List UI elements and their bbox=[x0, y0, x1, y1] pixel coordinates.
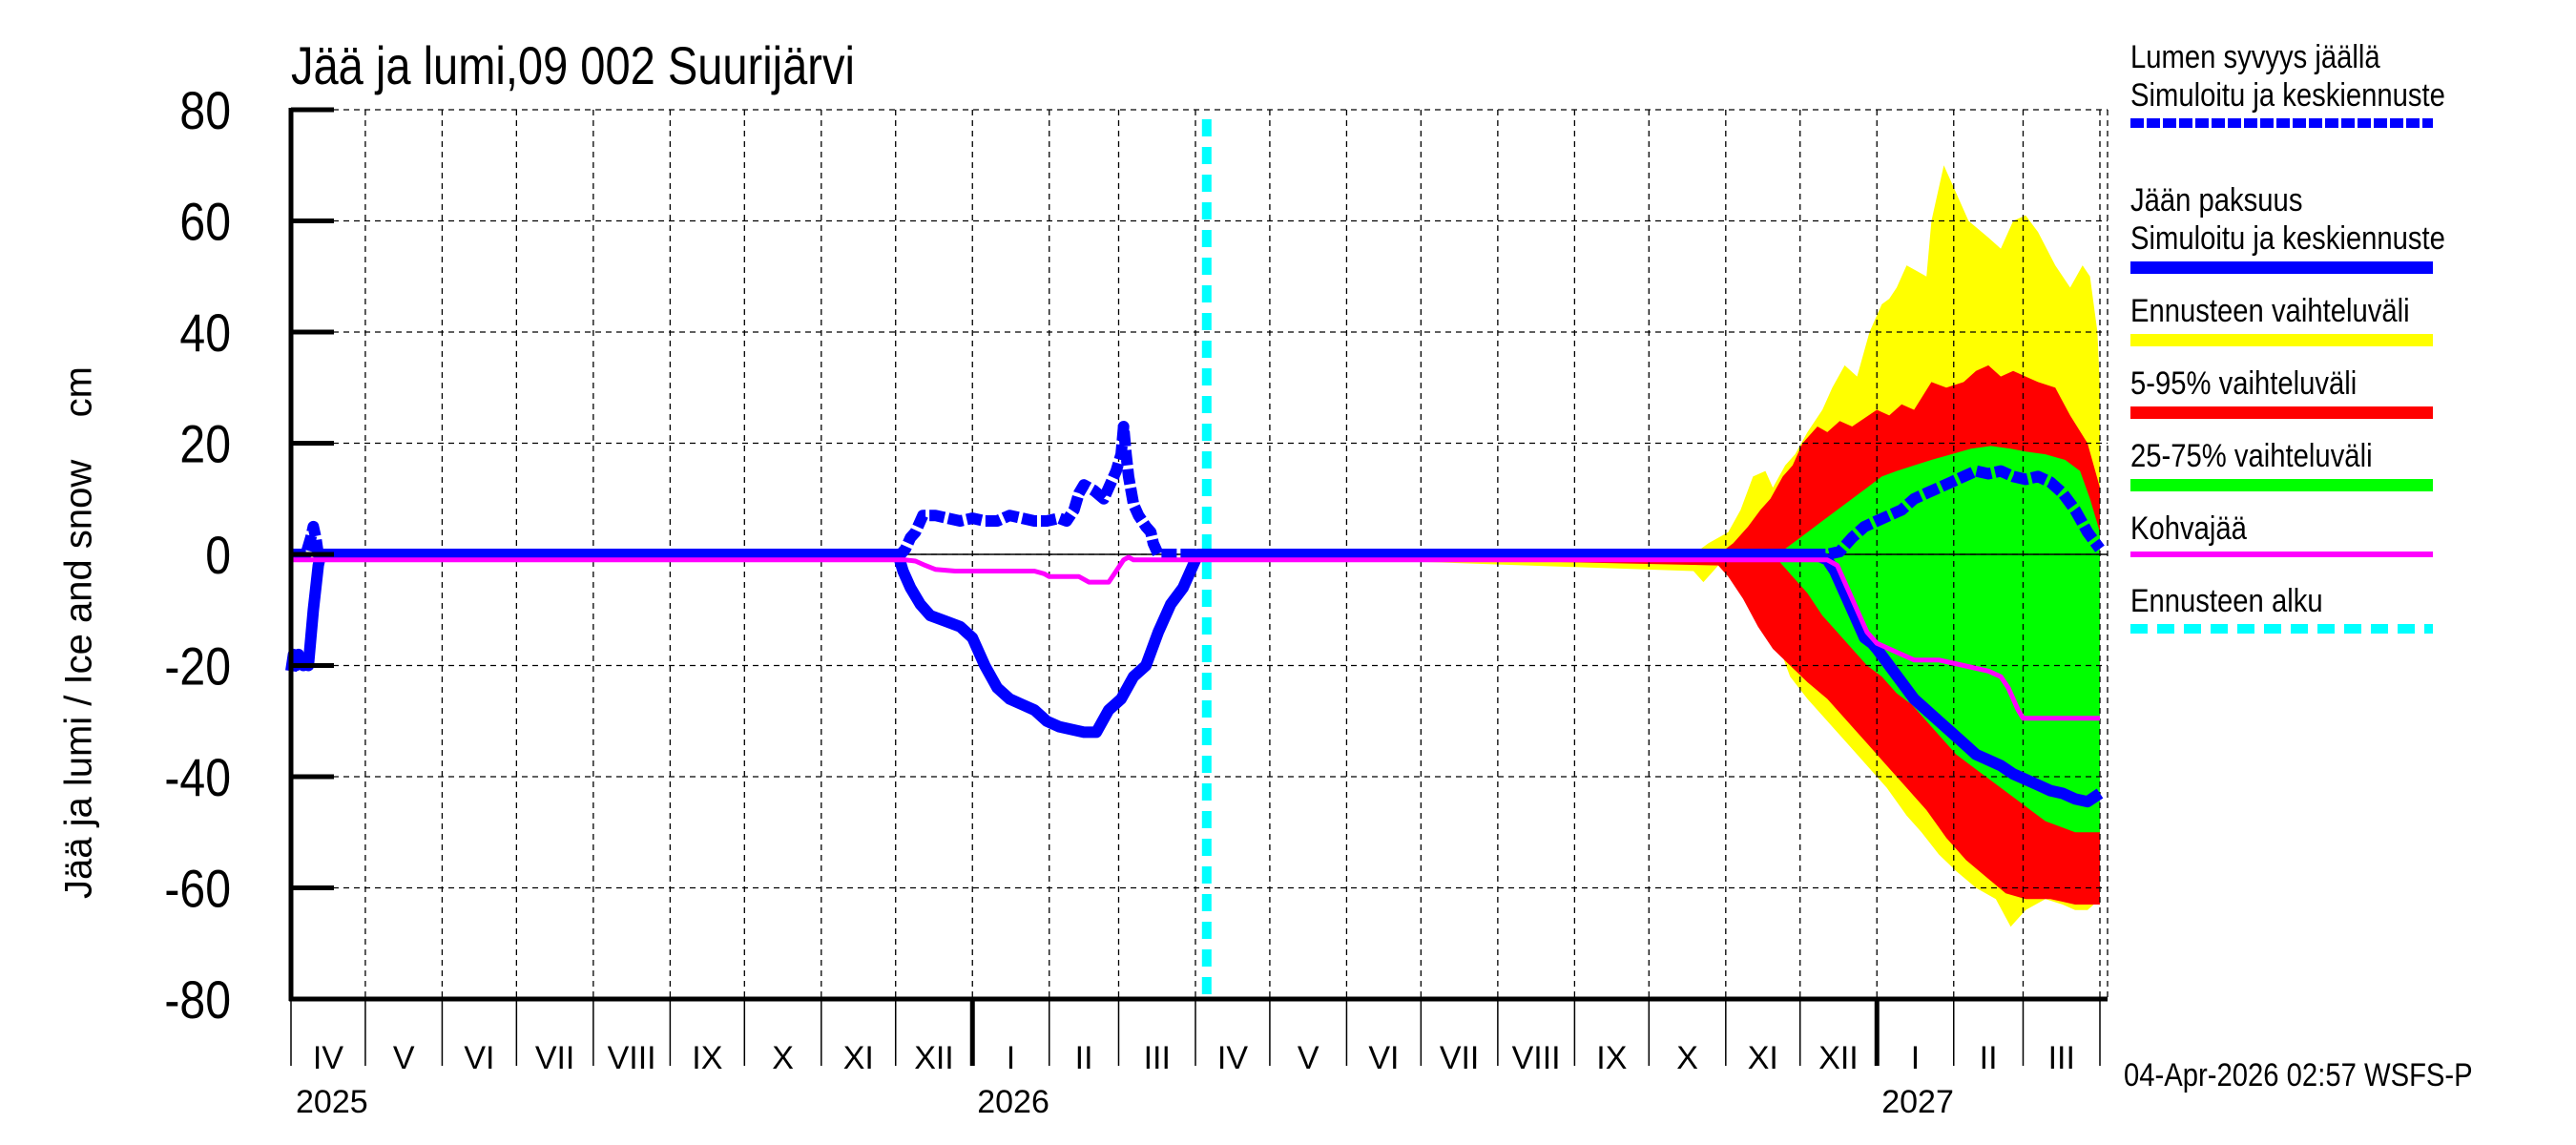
x-tick-label: V bbox=[393, 1040, 415, 1076]
x-tick-label: VI bbox=[1368, 1040, 1399, 1076]
y-tick-label: -40 bbox=[164, 749, 231, 808]
x-tick-label: XI bbox=[1748, 1040, 1778, 1076]
snow-depth-swatch bbox=[2130, 118, 2433, 128]
year-label: 2027 bbox=[1881, 1084, 1954, 1120]
x-tick-label: X bbox=[772, 1040, 794, 1076]
x-tick-label: IV bbox=[313, 1040, 343, 1076]
x-tick-label: II bbox=[1075, 1040, 1093, 1076]
x-tick-label: XII bbox=[914, 1040, 954, 1076]
y-tick-label: 0 bbox=[205, 527, 231, 586]
x-tick-label: II bbox=[1980, 1040, 1998, 1076]
x-tick-label: III bbox=[2048, 1040, 2075, 1076]
legend-item-ice-thickness: Jään paksuus Simuloitu ja keskiennuste bbox=[2130, 181, 2550, 292]
legend-label: Lumen syvyys jäällä bbox=[2130, 39, 2380, 75]
x-tick-label: VII bbox=[1440, 1040, 1480, 1076]
year-label: 2026 bbox=[977, 1084, 1049, 1120]
x-tick-label: III bbox=[1144, 1040, 1171, 1076]
legend-item-slush-ice: Kohvajää bbox=[2130, 510, 2550, 582]
y-tick-label: -20 bbox=[164, 637, 231, 697]
legend-sublabel: Simuloitu ja keskiennuste bbox=[2130, 220, 2445, 257]
timestamp: 04-Apr-2026 02:57 WSFS-P bbox=[2124, 1057, 2473, 1093]
y-tick-label: 20 bbox=[179, 415, 231, 474]
slush-ice-line bbox=[291, 554, 2100, 721]
x-tick-label: I bbox=[1007, 1040, 1015, 1076]
y-tick-label: 80 bbox=[179, 82, 231, 141]
x-tick-label: IX bbox=[692, 1040, 722, 1076]
x-tick-label: IV bbox=[1217, 1040, 1248, 1076]
legend: Lumen syvyys jäällä Simuloitu ja keskien… bbox=[2130, 38, 2550, 655]
legend-item-forecast-start: Ennusteen alku bbox=[2130, 582, 2550, 655]
x-tick-label: VIII bbox=[608, 1040, 656, 1076]
slush-ice-swatch bbox=[2130, 552, 2433, 557]
forecast-bands bbox=[1202, 165, 2100, 927]
forecast-start-swatch bbox=[2130, 624, 2433, 634]
range-25-75-swatch bbox=[2130, 479, 2433, 491]
legend-item-snow-depth: Lumen syvyys jäällä Simuloitu ja keskien… bbox=[2130, 38, 2550, 181]
legend-label: 5-95% vaihteluväli bbox=[2130, 365, 2358, 402]
y-tick-label: -60 bbox=[164, 860, 231, 919]
x-tick-label: XII bbox=[1818, 1040, 1859, 1076]
chart-title: Jää ja lumi,09 002 Suurijärvi bbox=[291, 35, 855, 95]
legend-item-25-75-range: 25-75% vaihteluväli bbox=[2130, 437, 2550, 510]
y-tick-label: 60 bbox=[179, 193, 231, 252]
year-label: 2025 bbox=[296, 1084, 368, 1120]
y-tick-label: -80 bbox=[164, 971, 231, 1030]
legend-item-5-95-range: 5-95% vaihteluväli bbox=[2130, 364, 2550, 437]
ice-thickness-swatch bbox=[2130, 261, 2433, 274]
data-series bbox=[285, 119, 2105, 999]
y-tick-label: 40 bbox=[179, 304, 231, 364]
ice-thickness-line bbox=[285, 549, 2104, 808]
x-tick-label: X bbox=[1676, 1040, 1698, 1076]
snow-depth-line bbox=[291, 421, 2105, 560]
range-5-95-swatch bbox=[2130, 406, 2433, 419]
legend-label: Jään paksuus bbox=[2130, 182, 2303, 219]
legend-label: Ennusteen alku bbox=[2130, 583, 2323, 619]
legend-label: Kohvajää bbox=[2130, 510, 2247, 547]
legend-item-forecast-range: Ennusteen vaihteluväli bbox=[2130, 292, 2550, 364]
x-tick-label: IX bbox=[1596, 1040, 1627, 1076]
x-tick-label: I bbox=[1911, 1040, 1920, 1076]
x-tick-label: V bbox=[1298, 1040, 1319, 1076]
x-tick-label: VIII bbox=[1512, 1040, 1561, 1076]
x-tick-label: VI bbox=[464, 1040, 494, 1076]
legend-sublabel: Simuloitu ja keskiennuste bbox=[2130, 77, 2445, 114]
forecast-range-swatch bbox=[2130, 334, 2433, 346]
x-tick-label: XI bbox=[843, 1040, 874, 1076]
band-00ff00 bbox=[1202, 446, 2100, 833]
x-tick-label: VII bbox=[535, 1040, 575, 1076]
legend-label: 25-75% vaihteluväli bbox=[2130, 438, 2373, 474]
legend-label: Ennusteen vaihteluväli bbox=[2130, 293, 2410, 329]
